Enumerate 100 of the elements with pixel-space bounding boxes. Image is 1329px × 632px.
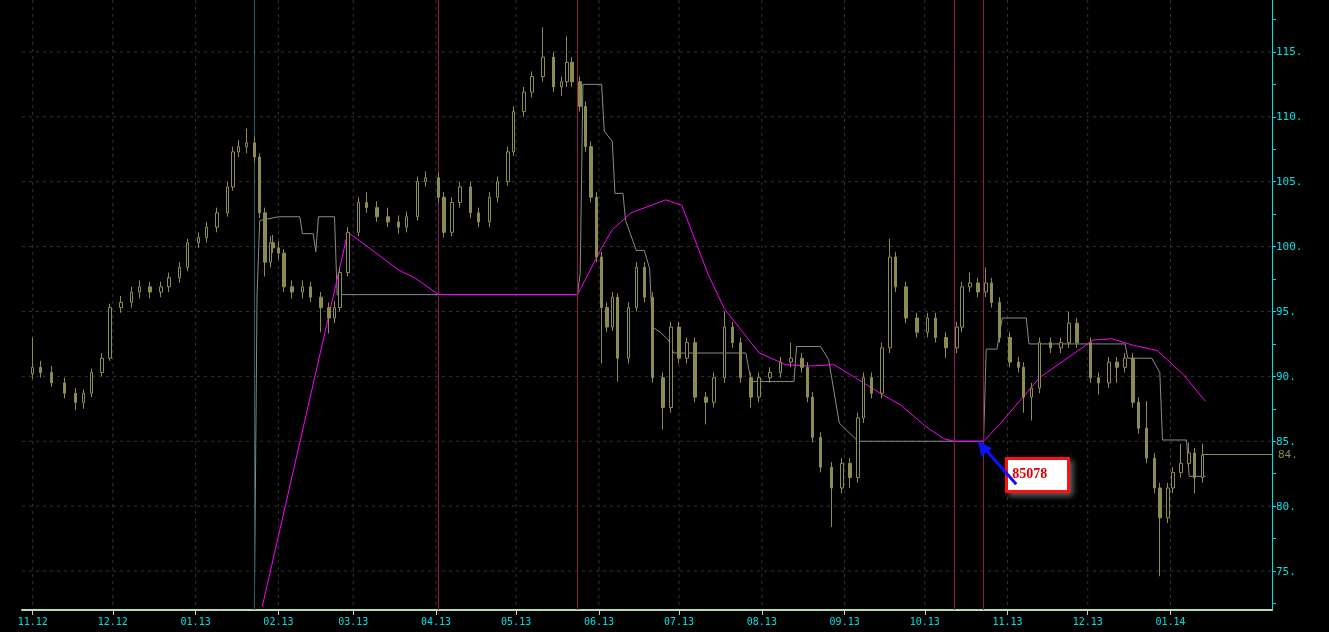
x-tick-label: 05.13	[501, 615, 532, 627]
candlestick	[167, 272, 171, 293]
candlestick	[1030, 382, 1033, 422]
candlestick	[82, 388, 85, 410]
candlestick	[375, 200, 379, 223]
candlestick	[1137, 396, 1140, 434]
candlestick	[245, 127, 248, 154]
candlestick	[148, 281, 152, 300]
candlestick	[357, 196, 360, 237]
candlestick	[806, 361, 809, 403]
x-tick-label: 11.12	[17, 615, 48, 627]
candlestick	[338, 266, 342, 312]
candlestick	[506, 146, 510, 187]
candlestick	[416, 176, 419, 222]
candlestick	[1179, 443, 1183, 479]
candlestick	[442, 191, 446, 239]
candlestick	[178, 261, 181, 284]
candlestick	[862, 371, 865, 424]
candlestick	[31, 336, 34, 380]
candlestick	[1193, 447, 1196, 494]
candlestick	[819, 431, 822, 473]
candlestick	[39, 360, 42, 379]
candlestick	[595, 191, 598, 263]
candlestick	[880, 342, 884, 399]
x-tick-label: 02.13	[263, 615, 294, 627]
candlestick	[611, 291, 614, 332]
y-tick-label: 100.	[1276, 240, 1303, 254]
candlestick	[990, 277, 993, 309]
x-tick-label: 11.13	[992, 615, 1023, 627]
candlestick	[437, 172, 440, 203]
candlestick	[215, 207, 219, 233]
candlestick	[108, 303, 112, 362]
candlestick	[50, 365, 53, 388]
x-tick-label: 08.13	[746, 615, 777, 627]
candlestick	[477, 207, 480, 228]
candlestick	[712, 371, 716, 409]
candlestick	[934, 312, 937, 344]
candlestick	[677, 321, 681, 364]
y-tick-label: 110.	[1276, 110, 1303, 124]
candlestick	[100, 352, 104, 377]
candlestick	[856, 412, 860, 484]
candlestick	[1158, 482, 1162, 577]
candlestick	[749, 371, 753, 409]
candlestick	[119, 295, 123, 314]
candlestick	[197, 231, 200, 249]
candlestick	[560, 76, 563, 97]
candlestick	[894, 251, 897, 293]
x-tick-label: 09.13	[829, 615, 860, 627]
candlestick	[405, 211, 408, 233]
candlestick	[1153, 452, 1156, 494]
candlestick	[541, 26, 545, 83]
candlestick	[584, 100, 587, 153]
candlestick	[205, 221, 208, 244]
candlestick	[811, 391, 814, 444]
candlestick	[512, 105, 515, 157]
candlestick	[63, 377, 66, 399]
candlestick	[693, 336, 697, 403]
candlestick	[258, 152, 261, 219]
candlestick	[365, 191, 368, 214]
candlestick	[552, 51, 555, 93]
candlestick	[530, 70, 534, 98]
y-tick-label: 115.	[1276, 45, 1303, 59]
candlestick	[237, 139, 240, 158]
candlestick	[522, 86, 526, 118]
y-tick-label: 75.	[1276, 564, 1296, 578]
candlestick	[848, 457, 852, 489]
candlestick	[578, 76, 582, 113]
candlestick	[1131, 352, 1135, 409]
candlestick	[90, 368, 93, 398]
annotation: 85078	[1005, 457, 1071, 494]
candlestick	[450, 196, 454, 237]
candlestick	[704, 391, 708, 425]
candlestick	[397, 214, 400, 235]
candlestick	[830, 461, 833, 528]
candlestick	[757, 371, 761, 403]
candlestick	[870, 371, 873, 399]
candlestick	[915, 312, 919, 338]
x-tick-label: 07.13	[664, 615, 695, 627]
x-tick-label: 12.12	[97, 615, 128, 627]
candlestick	[888, 238, 892, 354]
candlestick	[346, 226, 350, 277]
candlestick	[661, 371, 665, 431]
candlestick	[643, 261, 646, 303]
candlestick	[739, 336, 742, 384]
candlestick	[282, 248, 286, 293]
candlestick	[290, 279, 294, 300]
candlestick	[1089, 336, 1092, 384]
candlestick	[74, 387, 77, 411]
candlestick	[1187, 442, 1191, 470]
x-tick-label: 06.13	[583, 615, 614, 627]
ref-line-label: 84.	[1278, 447, 1298, 461]
candlestick	[600, 251, 603, 364]
candlestick	[327, 301, 331, 335]
candlestick	[840, 457, 844, 494]
x-tick-label: 01.13	[180, 615, 211, 627]
y-tick-label: 80.	[1276, 499, 1296, 513]
candlestick	[723, 310, 726, 384]
candlestick	[1038, 336, 1041, 394]
x-tick-label: 01.14	[1155, 615, 1186, 627]
candlestick	[319, 291, 323, 333]
